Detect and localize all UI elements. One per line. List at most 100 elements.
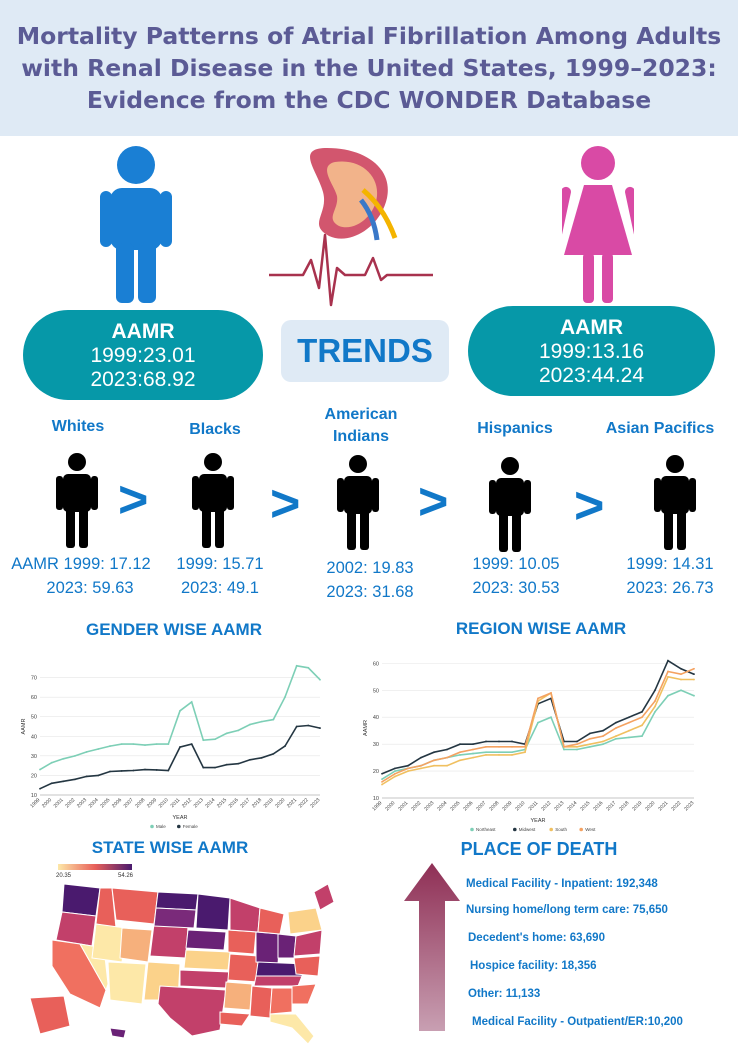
ethnicity-label-asian-pacifics: Asian Pacifics [605,420,715,437]
page-title: Mortality Patterns of Atrial Fibrillatio… [16,22,722,114]
ethnicity-label-hispanics: Hispanics [477,420,553,437]
person-icon-blacks [192,453,234,548]
y-tick-label: 10 [373,796,379,802]
data-point-male [295,664,298,667]
x-tick-label: 2003 [76,797,88,809]
data-point-male [307,666,310,669]
data-point-west [667,670,669,673]
ethnicity-whites-1999: AAMR 1999: 17.12 [11,555,151,573]
data-point-northeast [537,721,539,724]
data-point-west [511,745,513,748]
data-point-west [615,727,617,729]
x-tick-label: 2010 [158,797,170,809]
data-point-south [667,675,669,678]
data-point-west [472,748,474,751]
data-point-northeast [680,689,682,692]
data-point-female [144,768,146,771]
data-point-female [295,725,298,728]
data-point-west [628,721,630,724]
x-tick-label: 2007 [123,797,135,809]
data-point-female [62,780,65,783]
data-point-female [284,745,286,747]
data-point-west [407,767,409,770]
data-point-midwest [602,729,604,732]
data-point-male [144,744,146,746]
y-tick-label: 50 [373,688,379,694]
data-point-west [394,772,396,775]
x-tick-label: 2001 [397,800,409,812]
x-axis-label: YEAR [173,815,188,821]
data-point-midwest [680,667,682,670]
person-icon-hispanics [489,457,531,552]
x-tick-label: 2020 [274,797,286,809]
x-tick-label: 2015 [216,797,228,809]
series-line-female [39,724,321,790]
female-aamr-pill: AAMR 1999:13.16 2023:44.24 [468,306,715,396]
data-point-male [120,743,123,746]
data-point-south [433,764,435,767]
x-tick-label: 2006 [462,800,474,812]
x-tick-label: 2005 [99,797,111,809]
data-point-south [602,740,604,743]
data-point-male [202,739,205,742]
y-tick-label: 60 [31,695,37,701]
data-point-northeast [498,751,500,754]
data-point-northeast [654,710,656,713]
x-tick-label: 2016 [228,797,240,809]
person-icon-asian-pacifics [654,455,696,550]
y-tick-label: 10 [31,793,37,799]
y-tick-label: 60 [373,661,379,667]
up-arrow-icon [404,863,460,1031]
x-tick-label: 2021 [657,800,669,812]
x-axis-label: YEAR [531,818,546,824]
data-point-midwest [485,740,487,743]
data-point-male [260,720,263,723]
map-legend-max: 54.26 [118,873,134,879]
data-point-northeast [459,754,461,756]
data-point-male [284,696,286,699]
data-point-midwest [667,659,669,662]
data-point-midwest [446,748,448,751]
male-aamr-heading: AAMR [111,320,175,343]
x-tick-label: 2007 [475,800,487,812]
x-tick-label: 2019 [263,797,275,809]
state-map-section-title: STATE WISE AAMR [91,838,249,857]
state-aamr-map: 20.35 54.26 [30,864,335,1045]
x-tick-label: 2010 [514,800,526,812]
data-point-female [39,787,41,790]
ethnicity-blacks-1999: 1999: 15.71 [176,555,264,573]
x-tick-label: 2011 [170,797,182,809]
y-tick-label: 40 [31,734,37,740]
data-point-northeast [381,778,383,781]
x-tick-label: 2008 [134,797,146,809]
x-tick-label: 2009 [146,797,158,809]
data-point-south [459,759,461,762]
male-aamr-2023: 2023:68.92 [90,368,196,391]
y-axis-label: AAMR [21,719,27,735]
data-point-south [576,745,578,748]
data-point-northeast [563,748,565,751]
data-point-midwest [381,772,383,775]
x-tick-label: 2018 [251,797,263,809]
data-point-female [132,769,135,772]
x-tick-label: 2023 [683,800,695,812]
data-point-male [85,751,88,753]
legend-swatch [150,824,154,829]
place-of-death-item: Hospice facility: 18,356 [470,960,597,972]
data-point-northeast [550,716,552,719]
x-tick-label: 2008 [488,800,500,812]
data-point-south [420,767,422,770]
data-point-northeast [641,735,643,737]
data-point-male [109,745,111,747]
data-point-male [214,738,216,741]
data-point-male [50,761,53,764]
title-band [0,0,738,136]
region-chart-section-title: REGION WISE AAMR [455,619,627,638]
ethnicity-label-american-indians: American Indians [324,406,398,445]
x-tick-label: 2009 [501,800,513,812]
data-point-female [272,753,275,755]
x-tick-label: 2021 [286,797,298,809]
male-figure-icon [100,146,172,303]
ethnicity-american-indians-2002: 2002: 19.83 [326,559,414,577]
data-point-west [420,764,422,767]
